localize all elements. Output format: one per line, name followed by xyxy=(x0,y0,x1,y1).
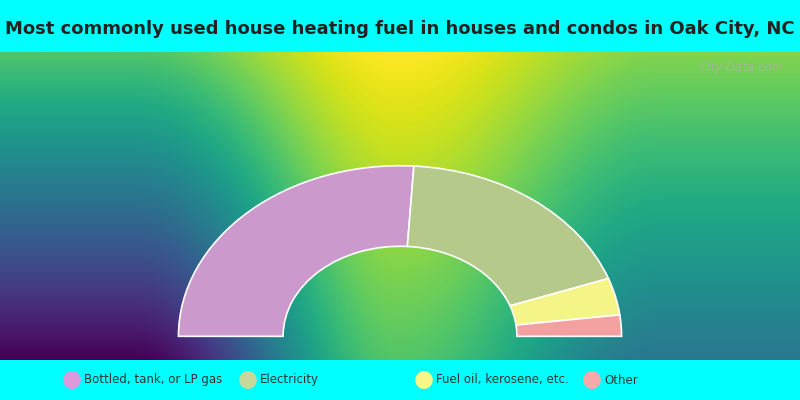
Ellipse shape xyxy=(239,371,257,389)
Text: Most commonly used house heating fuel in houses and condos in Oak City, NC: Most commonly used house heating fuel in… xyxy=(5,20,795,38)
Wedge shape xyxy=(516,315,622,336)
Ellipse shape xyxy=(415,371,433,389)
Text: Other: Other xyxy=(604,374,638,386)
Text: Electricity: Electricity xyxy=(260,374,319,386)
Text: City-Data.com: City-Data.com xyxy=(700,61,784,74)
Ellipse shape xyxy=(63,371,81,389)
Text: Bottled, tank, or LP gas: Bottled, tank, or LP gas xyxy=(84,374,222,386)
Text: Fuel oil, kerosene, etc.: Fuel oil, kerosene, etc. xyxy=(436,374,569,386)
Wedge shape xyxy=(407,166,609,306)
Wedge shape xyxy=(178,166,414,336)
Ellipse shape xyxy=(583,371,601,389)
Wedge shape xyxy=(510,278,620,325)
